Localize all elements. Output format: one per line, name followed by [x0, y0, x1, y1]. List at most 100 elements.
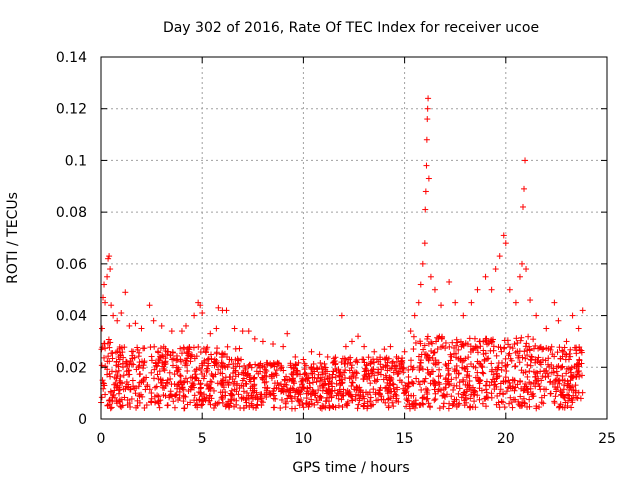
data-point — [360, 403, 367, 410]
data-point — [431, 349, 438, 356]
data-point — [254, 396, 261, 403]
data-point — [482, 350, 489, 357]
data-point — [113, 400, 120, 407]
data-point — [445, 370, 452, 377]
data-point — [567, 346, 574, 353]
data-point — [339, 379, 346, 386]
data-point — [438, 335, 445, 342]
data-point — [235, 391, 242, 398]
data-point — [99, 325, 106, 332]
data-point — [175, 381, 182, 388]
data-point — [281, 376, 288, 383]
data-point — [367, 360, 374, 367]
data-point — [417, 340, 424, 347]
data-point — [203, 394, 210, 401]
data-point — [500, 378, 507, 385]
data-point — [568, 395, 575, 402]
data-point — [389, 399, 396, 406]
data-point — [536, 404, 543, 411]
data-point — [199, 362, 206, 369]
data-point — [561, 344, 568, 351]
data-point — [440, 403, 447, 410]
data-point — [352, 396, 359, 403]
data-point — [222, 374, 229, 381]
data-point — [171, 371, 178, 378]
data-point — [164, 376, 171, 383]
data-point — [341, 355, 348, 362]
data-point — [569, 399, 576, 406]
data-point — [234, 380, 241, 387]
data-point — [490, 371, 497, 378]
data-point — [446, 343, 453, 350]
data-point — [201, 373, 208, 380]
data-point — [350, 373, 357, 380]
data-point — [195, 343, 202, 350]
data-point — [159, 384, 166, 391]
data-point — [501, 337, 508, 344]
data-point — [213, 357, 220, 364]
data-point — [193, 366, 200, 373]
data-point — [424, 116, 431, 123]
data-point — [419, 260, 426, 267]
data-point — [277, 404, 284, 411]
data-point — [515, 352, 522, 359]
data-point — [509, 404, 516, 411]
data-point — [342, 343, 349, 350]
data-point — [207, 401, 214, 408]
data-point — [171, 404, 178, 411]
data-point — [557, 392, 564, 399]
data-point — [446, 278, 453, 285]
data-point — [191, 392, 198, 399]
data-point — [552, 393, 559, 400]
data-point — [470, 363, 477, 370]
data-point — [326, 378, 333, 385]
data-point — [238, 382, 245, 389]
data-point — [425, 340, 432, 347]
data-point — [323, 387, 330, 394]
data-point — [442, 375, 449, 382]
data-point — [205, 362, 212, 369]
data-point — [459, 376, 466, 383]
data-point — [183, 357, 190, 364]
data-point — [110, 391, 117, 398]
data-point — [188, 383, 195, 390]
data-point — [116, 356, 123, 363]
data-point — [156, 368, 163, 375]
data-point — [447, 351, 454, 358]
data-point — [407, 363, 414, 370]
data-point — [105, 336, 112, 343]
data-point — [326, 405, 333, 412]
data-point — [442, 361, 449, 368]
data-point — [148, 390, 155, 397]
data-point — [138, 325, 145, 332]
data-point — [129, 377, 136, 384]
data-point — [292, 389, 299, 396]
data-point — [479, 400, 486, 407]
data-point — [410, 346, 417, 353]
data-point — [530, 336, 537, 343]
data-point — [211, 387, 218, 394]
data-point — [126, 322, 133, 329]
data-point — [191, 368, 198, 375]
data-point — [479, 369, 486, 376]
data-point — [173, 391, 180, 398]
data-point — [425, 357, 432, 364]
data-point — [578, 360, 585, 367]
data-point — [474, 349, 481, 356]
data-point — [259, 376, 266, 383]
data-point — [150, 375, 157, 382]
data-point — [288, 364, 295, 371]
data-point — [420, 346, 427, 353]
data-point — [251, 387, 258, 394]
data-point — [308, 348, 315, 355]
data-point — [543, 325, 550, 332]
data-point — [425, 95, 432, 102]
data-point — [148, 369, 155, 376]
data-point — [240, 375, 247, 382]
data-point — [461, 397, 468, 404]
data-point — [119, 349, 126, 356]
x-tick-label: 0 — [97, 431, 106, 447]
data-point — [408, 378, 415, 385]
data-point — [143, 402, 150, 409]
data-point — [230, 365, 237, 372]
